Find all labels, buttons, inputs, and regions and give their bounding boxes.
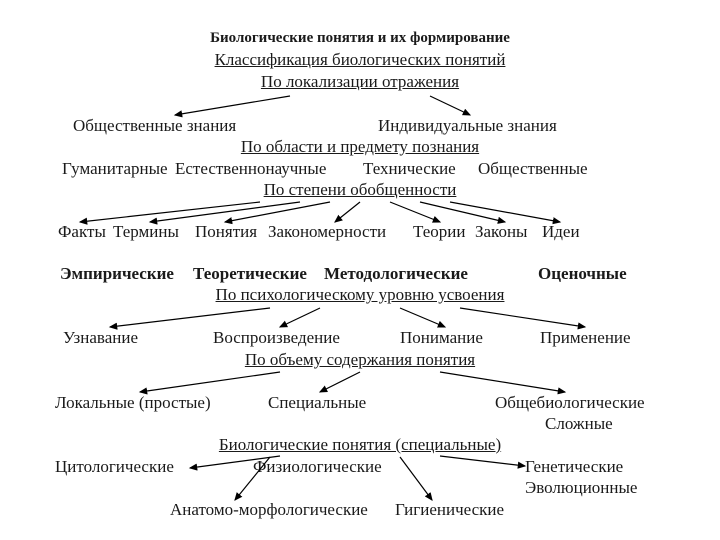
sec3-row2-1: Теоретические [193,264,307,284]
sec2-heading: По области и предмету познания [0,137,720,157]
sec3-row1-5: Законы [475,222,527,242]
sec4-heading: По психологическому уровню усвоения [0,285,720,305]
sec3-row1-6: Идеи [542,222,580,242]
sec3-row1-1: Термины [113,222,179,242]
sec5-item-1: Специальные [268,393,366,413]
sec6-row2-1: Гигиенические [395,500,504,520]
sec3-row1-2: Понятия [195,222,257,242]
sec4-item-0: Узнавание [63,328,138,348]
sec3-heading: По степени обобщенности [0,180,720,200]
sec3-row1-4: Теории [413,222,465,242]
sec6-row1-0: Цитологические [55,457,174,477]
sec3-row1-0: Факты [58,222,106,242]
sec2-item-1: Естественнонаучные [175,159,326,179]
sec2-item-0: Гуманитарные [62,159,168,179]
sec1-item-0: Общественные знания [73,116,236,136]
sec3-row1-3: Закономерности [268,222,386,242]
sec5-heading: По объему содержания понятия [0,350,720,370]
sec5-item-2: Общебиологические [495,393,645,413]
sec1-heading: По локализации отражения [0,72,720,92]
sec6-row1-1: Физиологические [253,457,382,477]
sec6-row1-2: Генетические [525,457,623,477]
sec5-item-3: Сложные [545,414,613,434]
sec3-row2-2: Методологические [324,264,468,284]
sec5-item-0: Локальные (простые) [55,393,211,413]
page-title: Биологические понятия и их формирование [0,30,720,47]
sec1-item-1: Индивидуальные знания [378,116,557,136]
sec3-row2-0: Эмпирические [60,264,174,284]
sec3-row2-3: Оценочные [538,264,627,284]
sec2-item-3: Общественные [478,159,588,179]
sec6-row2-0: Анатомо-морфологические [170,500,368,520]
sec2-item-2: Технические [363,159,456,179]
sec6-row1-3: Эволюционные [525,478,637,498]
sec4-item-2: Понимание [400,328,483,348]
sec6-heading: Биологические понятия (специальные) [0,435,720,455]
sec4-item-1: Воспроизведение [213,328,340,348]
sec4-item-3: Применение [540,328,631,348]
classification-heading: Классификация биологических понятий [0,50,720,70]
